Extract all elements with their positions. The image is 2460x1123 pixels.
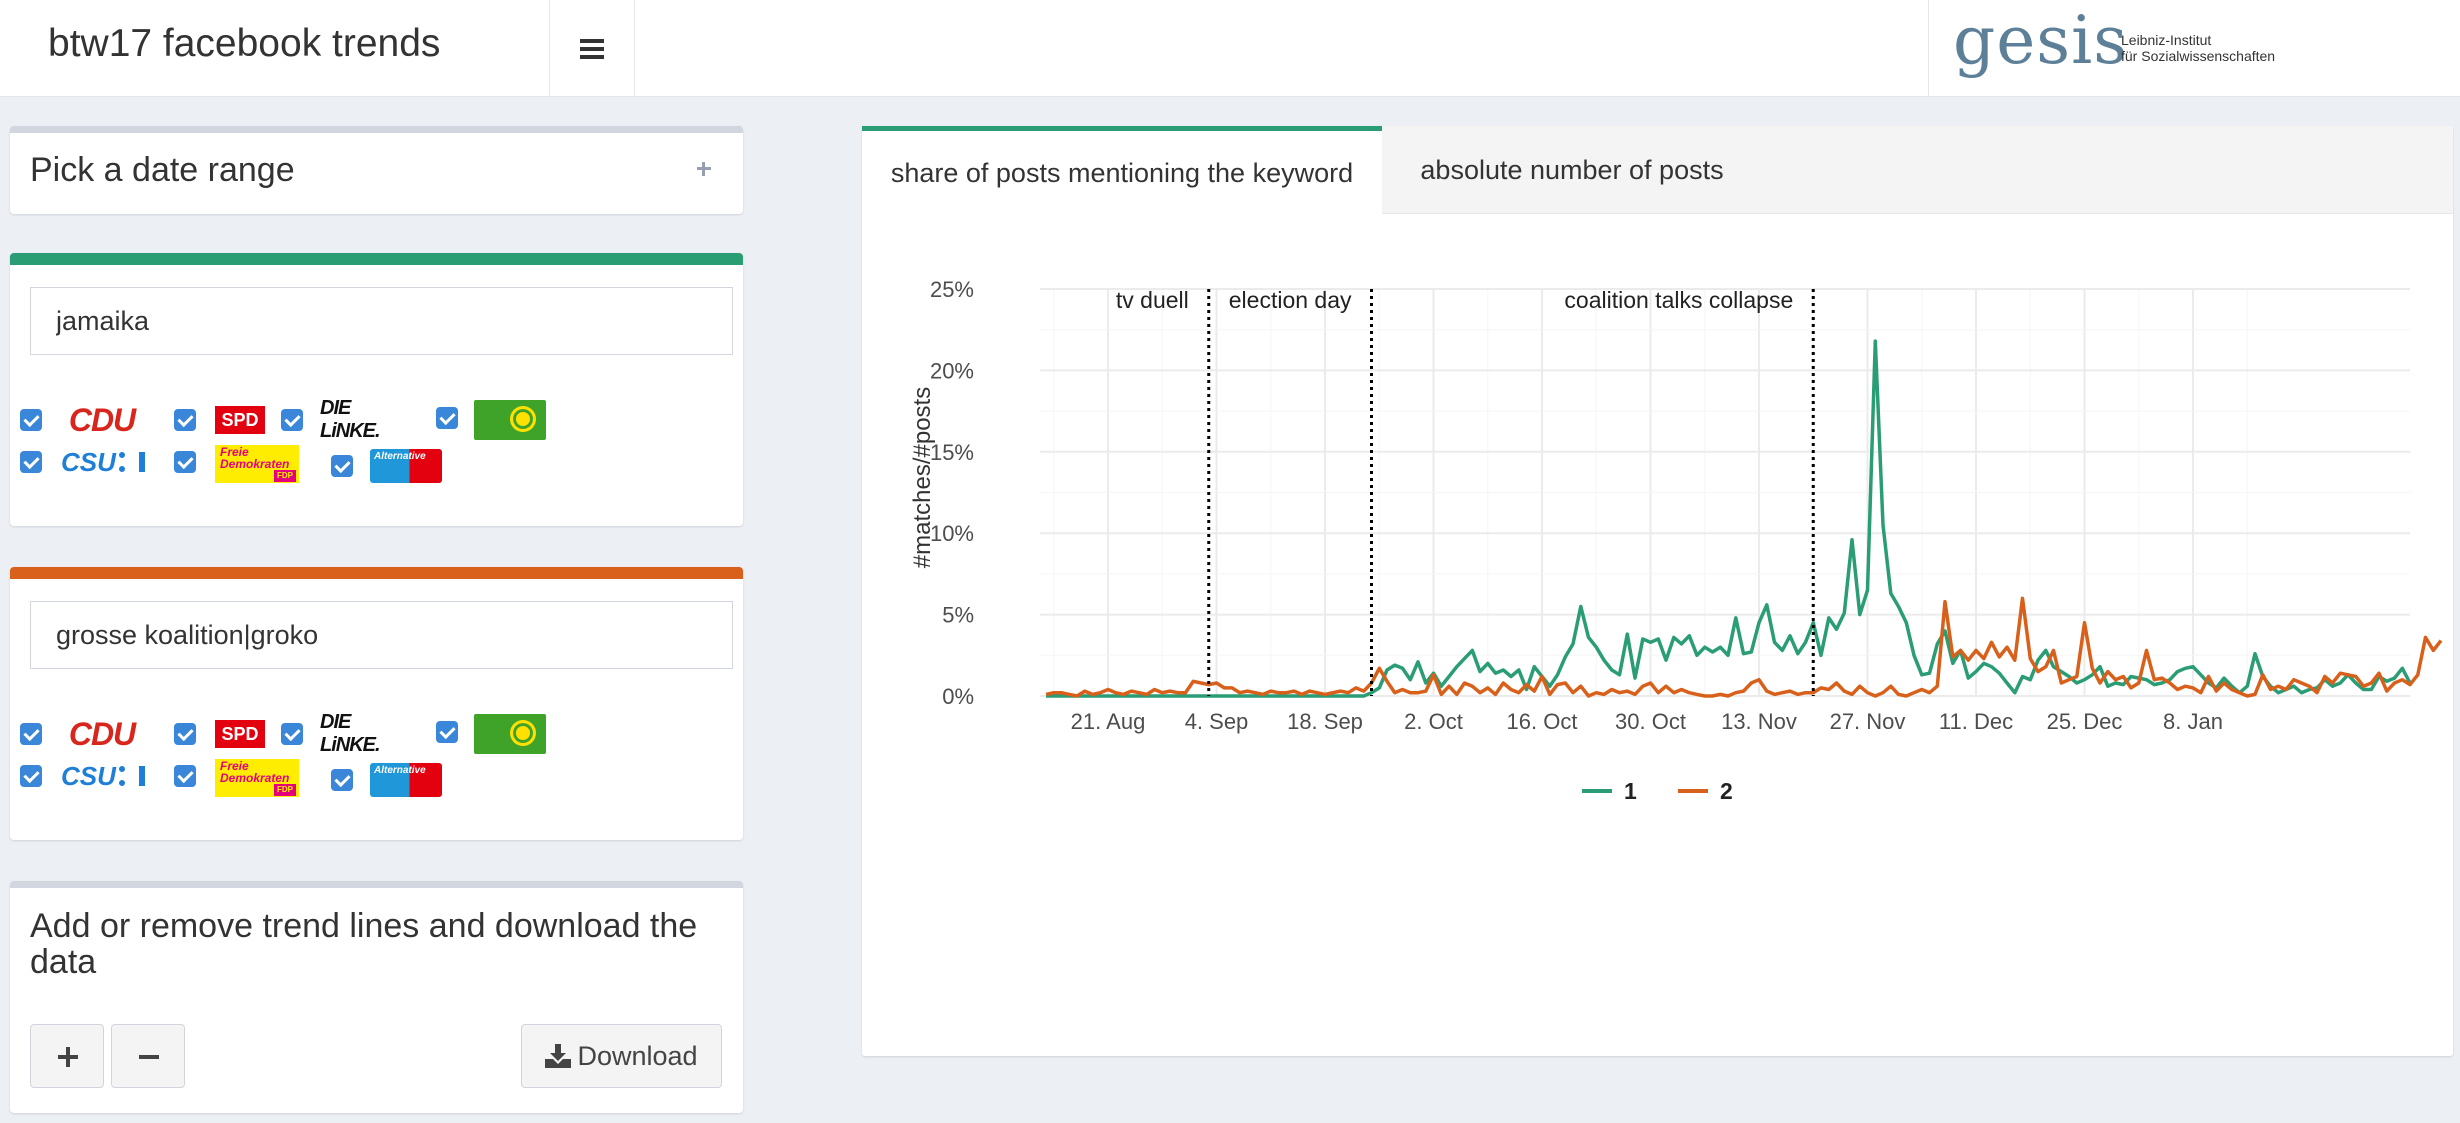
- x-tick-label: 2. Oct: [1404, 709, 1463, 734]
- y-tick-label: 15%: [930, 440, 974, 465]
- download-label: Download: [577, 1040, 698, 1071]
- cdu-logo: CDU: [68, 715, 136, 752]
- gesis-logo-subtitle: Leibniz-Institut für Sozialwissenschafte…: [2121, 32, 2275, 64]
- checkbox-cdu[interactable]: [20, 723, 42, 745]
- csu-logo-text: CSU: [61, 446, 116, 477]
- x-tick-label: 21. Aug: [1071, 709, 1146, 734]
- download-icon: [545, 1044, 572, 1068]
- x-tick-label: 8. Jan: [2163, 709, 2223, 734]
- trend-lines-title: Add or remove trend lines and download t…: [30, 907, 698, 981]
- party-row-2b: CSU Freie Demokraten FDP Alternative: [10, 757, 743, 803]
- fdp-tag: FDP: [274, 784, 296, 796]
- event-label: coalition talks collapse: [1564, 287, 1793, 313]
- legend-label: 1: [1624, 778, 1637, 804]
- checkbox-linke[interactable]: [281, 723, 303, 745]
- csu-logo-text: CSU: [61, 760, 116, 791]
- x-tick-label: 13. Nov: [1721, 709, 1797, 734]
- checkbox-fdp[interactable]: [174, 451, 196, 473]
- tabs-bar: share of posts mentioning the keyword ab…: [862, 126, 2453, 215]
- checkbox-csu[interactable]: [20, 765, 42, 787]
- top-navbar: btw17 facebook trends gesis Leibniz-Inst…: [0, 0, 2460, 97]
- fdp-logo: Freie Demokraten FDP: [215, 445, 299, 483]
- y-tick-label: 10%: [930, 521, 974, 546]
- series-line-1: [1046, 339, 2412, 698]
- y-tick-label: 25%: [930, 277, 974, 302]
- linke-logo: DIE LiNKE.: [320, 397, 381, 442]
- checkbox-afd[interactable]: [331, 455, 353, 477]
- chart-panel: share of posts mentioning the keyword ab…: [862, 126, 2453, 1056]
- fdp-line1: Freie: [220, 445, 249, 459]
- x-tick-label: 27. Nov: [1830, 709, 1906, 734]
- series-line-2: [1045, 596, 2443, 698]
- add-trend-line-button[interactable]: [30, 1024, 104, 1088]
- x-tick-label: 16. Oct: [1507, 709, 1578, 734]
- csu-logo: CSU: [59, 761, 145, 791]
- event-label: election day: [1229, 287, 1352, 313]
- y-tick-label: 20%: [930, 358, 974, 383]
- party-row-1a: CDU SPD DIE LiNKE.: [10, 397, 743, 443]
- plus-icon[interactable]: [691, 155, 717, 181]
- y-tick-label: 0%: [942, 684, 974, 709]
- cdu-logo: CDU: [68, 401, 136, 438]
- gruene-logo: [474, 400, 546, 440]
- legend-label: 2: [1720, 778, 1733, 804]
- checkbox-fdp[interactable]: [174, 765, 196, 787]
- checkbox-csu[interactable]: [20, 451, 42, 473]
- x-tick-label: 25. Dec: [2047, 709, 2123, 734]
- linke-logo: DIE LiNKE.: [320, 711, 381, 756]
- afd-logo: Alternative: [370, 763, 442, 797]
- checkbox-linke[interactable]: [281, 409, 303, 431]
- gesis-sub-line1: Leibniz-Institut: [2121, 32, 2212, 48]
- sidebar-toggle-button[interactable]: [550, 0, 635, 97]
- x-tick-label: 4. Sep: [1185, 709, 1249, 734]
- keyword-input-1[interactable]: [30, 287, 733, 355]
- x-tick-label: 18. Sep: [1287, 709, 1363, 734]
- fdp-tag: FDP: [274, 470, 296, 482]
- keyword-input-2[interactable]: [30, 601, 733, 669]
- checkbox-spd[interactable]: [174, 723, 196, 745]
- checkbox-spd[interactable]: [174, 409, 196, 431]
- remove-trend-line-button[interactable]: [111, 1024, 185, 1088]
- trend-lines-box: Add or remove trend lines and download t…: [10, 881, 743, 1113]
- x-tick-label: 30. Oct: [1615, 709, 1686, 734]
- fdp-line2: Demokraten: [220, 457, 290, 471]
- party-row-2a: CDU SPD DIE LiNKE.: [10, 711, 743, 757]
- fdp-line1: Freie: [220, 759, 249, 773]
- gruene-logo: [474, 714, 546, 754]
- csu-logo: CSU: [59, 447, 145, 477]
- hamburger-icon: [580, 38, 604, 59]
- app-title-cell: btw17 facebook trends: [0, 0, 550, 97]
- y-axis-label: #matches/#posts: [909, 387, 936, 568]
- download-button[interactable]: Download: [521, 1024, 722, 1088]
- trend-chart: 0% 5% 10% 15% 20% 25% 21. Aug 4. Sep 18. Sep 2. O…: [909, 277, 2443, 804]
- fdp-logo: Freie Demokraten FDP: [215, 759, 299, 797]
- spd-logo: SPD: [215, 406, 265, 434]
- keyword-box-2: CDU SPD DIE LiNKE. CSU FreieDemokratenFD…: [10, 567, 743, 840]
- tab-absolute-number[interactable]: absolute number of posts: [1420, 154, 1724, 185]
- event-label: tv duell: [1116, 287, 1189, 313]
- app-title: btw17 facebook trends: [48, 22, 441, 65]
- fdp-line2: Demokraten: [220, 771, 290, 785]
- keyword-box-1: CDU SPD DIE LiNKE. CSU FreieDemokratenFD…: [10, 253, 743, 526]
- checkbox-gruene[interactable]: [436, 721, 458, 743]
- x-tick-label: 11. Dec: [1939, 709, 2013, 734]
- tab-share-of-posts[interactable]: share of posts mentioning the keyword: [862, 126, 1382, 215]
- date-range-title: Pick a date range: [30, 151, 295, 189]
- y-tick-label: 5%: [942, 603, 974, 628]
- date-range-box: Pick a date range: [10, 126, 743, 214]
- gesis-sub-line2: für Sozialwissenschaften: [2121, 48, 2276, 64]
- gesis-logo-word: gesis: [1953, 2, 2129, 79]
- checkbox-cdu[interactable]: [20, 409, 42, 431]
- afd-logo: Alternative: [370, 449, 442, 483]
- gesis-logo: gesis Leibniz-Institut für Sozialwissens…: [1928, 0, 2460, 97]
- party-row-1b: CSU Freie Demokraten FDP Alternative: [10, 443, 743, 489]
- spd-logo: SPD: [215, 720, 265, 748]
- checkbox-afd[interactable]: [331, 769, 353, 791]
- checkbox-gruene[interactable]: [436, 407, 458, 429]
